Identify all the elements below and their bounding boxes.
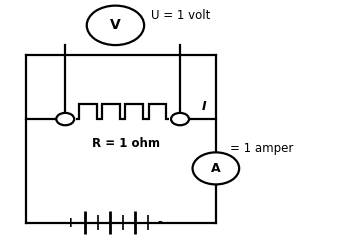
Text: R = 1 ohm: R = 1 ohm bbox=[92, 137, 160, 150]
Text: +: + bbox=[65, 216, 76, 230]
Circle shape bbox=[171, 113, 189, 125]
Text: A: A bbox=[211, 162, 221, 175]
Text: I: I bbox=[202, 100, 206, 113]
Text: U = 1 volt: U = 1 volt bbox=[151, 9, 211, 22]
Text: V: V bbox=[110, 18, 121, 32]
Text: -: - bbox=[158, 216, 163, 230]
Circle shape bbox=[87, 6, 144, 45]
Circle shape bbox=[193, 152, 239, 185]
Text: = 1 amper: = 1 amper bbox=[230, 142, 294, 155]
Circle shape bbox=[56, 113, 74, 125]
